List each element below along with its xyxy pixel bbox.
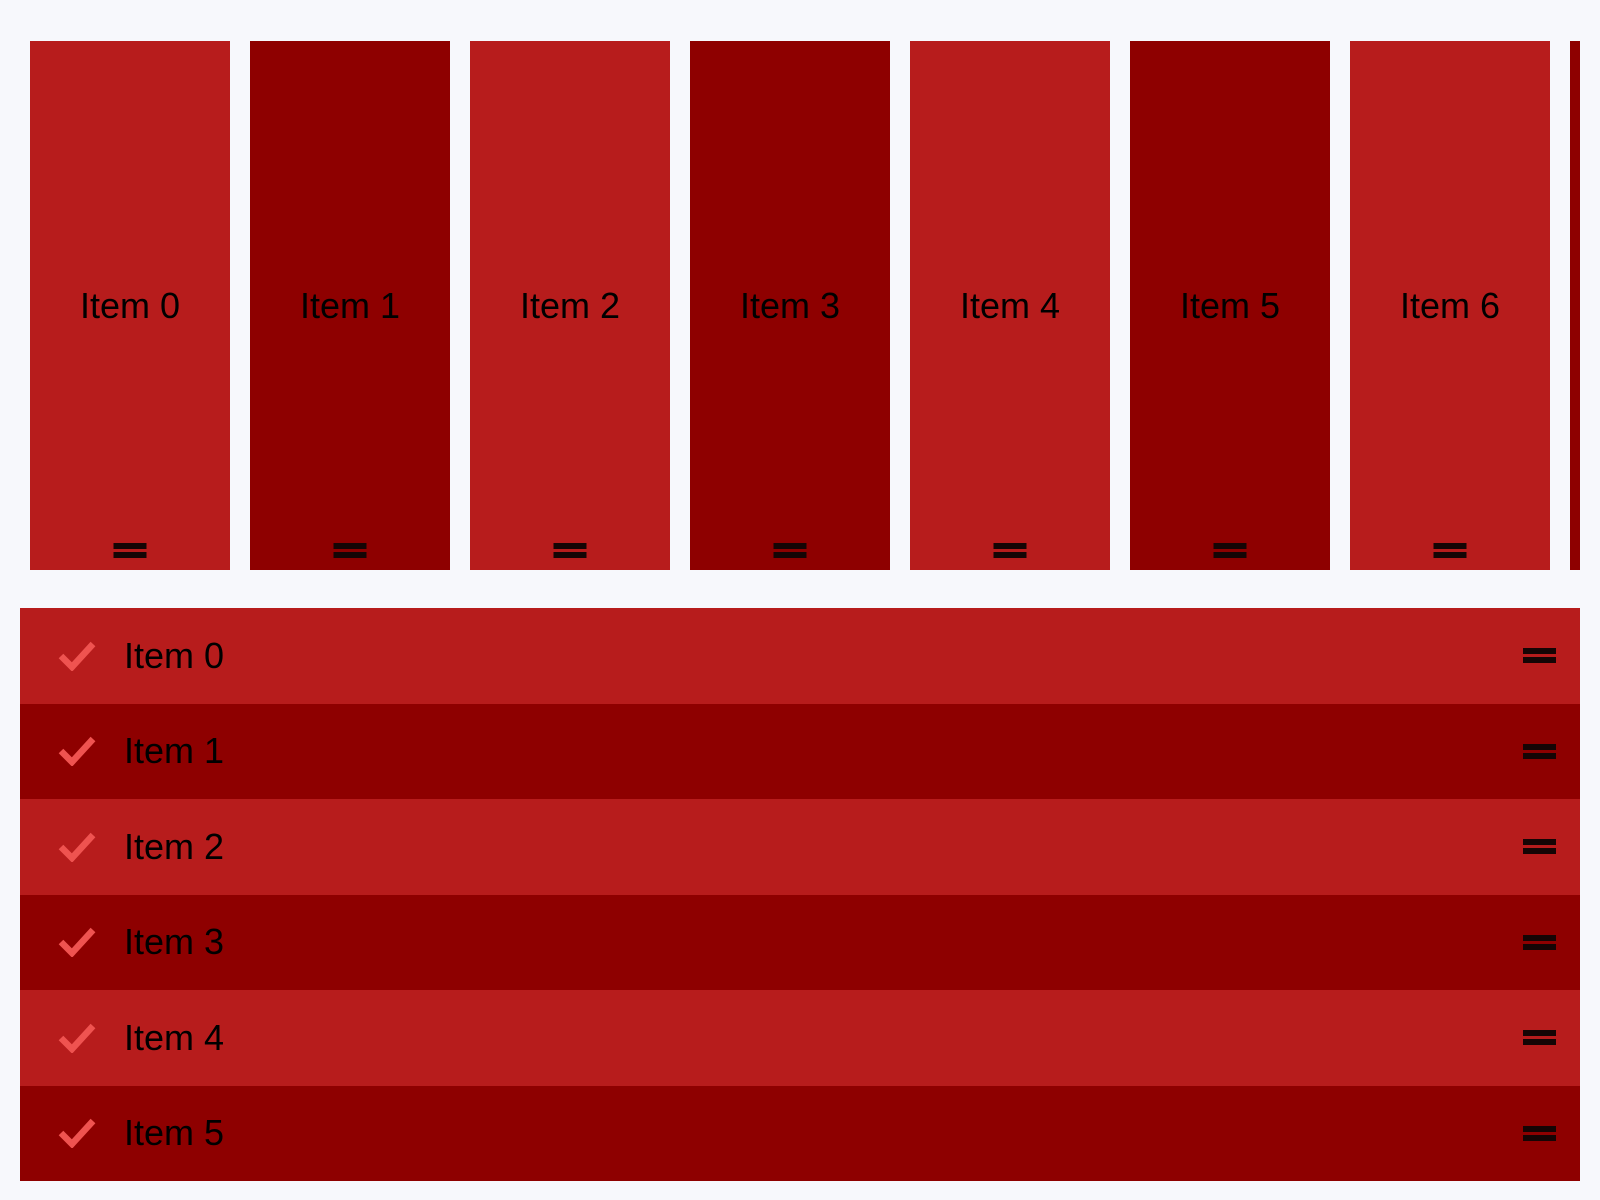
card-label: Item 0 [79, 284, 181, 326]
card-item[interactable]: Item 4 [910, 41, 1110, 570]
drag-handle-icon[interactable] [1523, 934, 1556, 950]
drag-handle-icon[interactable] [993, 543, 1027, 558]
list-item[interactable]: Item 0 [20, 608, 1580, 704]
card-item[interactable]: Item 2 [470, 41, 670, 570]
list-item[interactable]: Item 3 [20, 894, 1580, 990]
card-item[interactable]: Item 3 [690, 41, 890, 570]
drag-handle-icon[interactable] [1213, 543, 1247, 558]
list-item-label: Item 0 [124, 634, 225, 676]
drag-handle-icon[interactable] [773, 543, 807, 558]
card-label: Item 6 [1399, 284, 1501, 326]
list-item[interactable]: Item 4 [20, 990, 1580, 1086]
card-label: Item 4 [959, 284, 1061, 326]
list-item-label: Item 2 [124, 825, 225, 867]
card-item[interactable]: Item 7 [1570, 41, 1580, 570]
card-label: Item 3 [739, 284, 841, 326]
check-icon [58, 1023, 96, 1053]
card-item[interactable]: Item 0 [30, 41, 230, 570]
drag-handle-icon[interactable] [1523, 743, 1556, 759]
check-icon [58, 832, 96, 862]
horizontal-sortable-list: Item 0 Item 1 Item 2 Item 3 Item 4 Item … [30, 41, 1580, 570]
list-item[interactable]: Item 1 [20, 703, 1580, 799]
drag-handle-icon[interactable] [1523, 839, 1556, 855]
drag-handle-icon[interactable] [1523, 648, 1556, 664]
list-item-label: Item 1 [124, 730, 225, 772]
list-item-label: Item 3 [124, 921, 225, 963]
check-icon [58, 928, 96, 958]
list-item-label: Item 5 [124, 1112, 225, 1154]
card-item[interactable]: Item 6 [1350, 41, 1550, 570]
drag-handle-icon[interactable] [1523, 1125, 1556, 1141]
drag-handle-icon[interactable] [113, 543, 147, 558]
card-label: Item 5 [1179, 284, 1281, 326]
card-label: Item 1 [299, 284, 401, 326]
list-item-label: Item 4 [124, 1016, 225, 1058]
check-icon [58, 737, 96, 767]
list-item[interactable]: Item 5 [20, 1085, 1580, 1181]
drag-handle-icon[interactable] [553, 543, 587, 558]
drag-handle-icon[interactable] [1523, 1030, 1556, 1046]
card-item[interactable]: Item 5 [1130, 41, 1330, 570]
list-item[interactable]: Item 2 [20, 799, 1580, 895]
vertical-sortable-list: Item 0 Item 1 Item 2 Item 3 Item 4 Item … [20, 608, 1580, 1181]
check-icon [58, 641, 96, 671]
card-label: Item 2 [519, 284, 621, 326]
drag-handle-icon[interactable] [333, 543, 367, 558]
card-item[interactable]: Item 1 [250, 41, 450, 570]
check-icon [58, 1119, 96, 1149]
drag-handle-icon[interactable] [1433, 543, 1467, 558]
